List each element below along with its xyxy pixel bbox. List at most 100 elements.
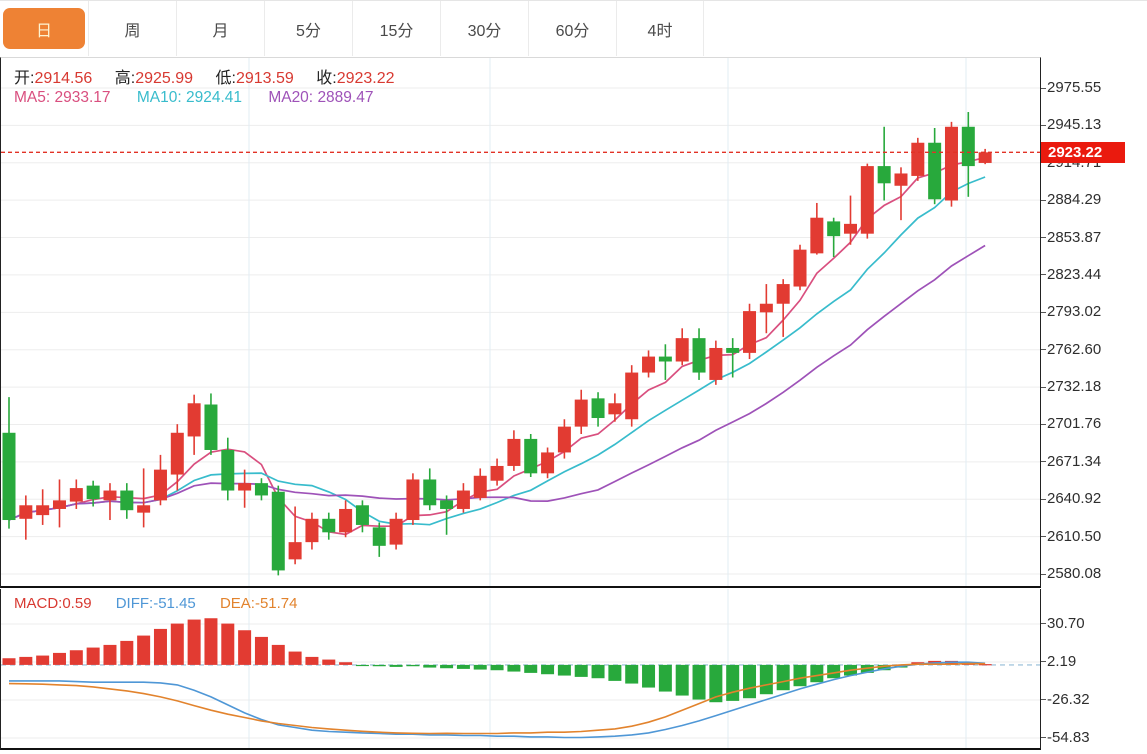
y-axis-label: 2671.34	[1047, 452, 1102, 470]
candle	[507, 430, 521, 471]
open-label: 开:	[14, 70, 35, 87]
candle	[692, 328, 706, 380]
tab-4hour[interactable]: 4时	[616, 1, 704, 56]
interval-tabbar: 日 周 月 5分 15分 30分 60分 4时	[0, 0, 1147, 56]
macd-plot[interactable]	[1, 589, 1040, 748]
tab-15min[interactable]: 15分	[352, 1, 440, 56]
y-axis-label: 2610.50	[1047, 527, 1102, 545]
diff-line	[9, 661, 986, 739]
candlestick-panel[interactable]: 开:2914.56 高:2925.99 低:2913.59 收:2923.22 …	[0, 57, 1041, 588]
tab-60min-label: 60分	[555, 22, 590, 40]
candle	[389, 512, 403, 550]
candle	[238, 469, 252, 508]
macd-bar	[69, 650, 83, 665]
macd-bar	[86, 647, 100, 665]
macd-bar	[120, 640, 134, 665]
candle	[961, 112, 975, 197]
macd-bar	[810, 664, 824, 683]
y-axis-label: 2823.44	[1047, 265, 1102, 283]
candle	[675, 328, 689, 366]
ma20-legend-item: MA20: 2889.47	[268, 89, 374, 106]
candle	[944, 121, 958, 207]
candle	[978, 148, 992, 165]
y-axis-tick	[1041, 623, 1046, 625]
tab-day[interactable]: 日	[0, 1, 88, 56]
candle	[490, 458, 504, 486]
y-axis-tick	[1041, 423, 1046, 425]
macd-bar	[978, 664, 992, 666]
tab-5min[interactable]: 5分	[264, 1, 352, 56]
tab-month[interactable]: 月	[176, 1, 264, 56]
macd-bar	[591, 664, 605, 679]
candle	[709, 340, 723, 385]
tab-4hour-label: 4时	[647, 22, 673, 40]
y-axis-tick	[1041, 737, 1046, 739]
y-axis-tick	[1041, 237, 1046, 239]
y-axis-tick	[1041, 199, 1046, 201]
candle	[524, 434, 538, 478]
y-axis-label: -54.83	[1047, 728, 1090, 746]
macd-bar	[153, 628, 167, 665]
macd-bar	[440, 664, 454, 669]
y-axis-tick	[1041, 87, 1046, 89]
high-label: 高:	[114, 70, 136, 87]
macd-bar	[557, 664, 571, 676]
candle	[339, 500, 353, 538]
y-axis-label: 2793.02	[1047, 303, 1102, 321]
macd-bar	[271, 644, 285, 665]
macd-bar	[793, 664, 807, 687]
tab-60min[interactable]: 60分	[528, 1, 616, 56]
candle	[827, 217, 841, 258]
ohlc-legend: 开:2914.56 高:2925.99 低:2913.59 收:2923.22	[14, 64, 413, 88]
macd-bar	[608, 664, 622, 681]
macd-bar	[642, 664, 656, 688]
y-axis-label: 2.19	[1047, 652, 1077, 670]
dea-line	[8, 662, 986, 735]
candle	[52, 479, 66, 528]
candle	[726, 338, 740, 378]
macd-bar	[658, 664, 672, 692]
candlestick-plot[interactable]	[1, 58, 1040, 586]
ma-line-ma20	[8, 244, 986, 521]
macd-bar	[52, 652, 66, 665]
macd-bar	[776, 664, 790, 691]
macd-bar	[254, 636, 268, 665]
macd-bar	[305, 656, 319, 665]
tab-30min[interactable]: 30分	[440, 1, 528, 56]
ma-legend: MA5: 2933.17 MA10: 2924.41 MA20: 2889.47	[14, 89, 395, 107]
macd-bar	[507, 664, 521, 672]
macd-bar	[743, 664, 757, 699]
candle	[642, 350, 656, 378]
y-axis-tick	[1041, 573, 1046, 575]
macd-bar	[187, 619, 201, 665]
candle	[743, 303, 757, 360]
y-axis-tick	[1041, 311, 1046, 313]
candle	[911, 137, 925, 181]
candle	[473, 468, 487, 501]
candle	[541, 447, 555, 479]
candle	[305, 512, 319, 550]
y-axis-tick	[1041, 386, 1046, 388]
macd-panel[interactable]: MACD:0.59 DIFF:-51.45 DEA:-51.74	[0, 589, 1041, 750]
candle	[19, 495, 33, 540]
candle	[928, 128, 942, 205]
macd-bar	[322, 659, 336, 665]
macd-bar	[473, 664, 487, 670]
macd-legend-item: MACD:0.59	[14, 595, 92, 612]
candle	[894, 167, 908, 221]
candle	[844, 195, 857, 245]
macd-bar	[524, 664, 538, 673]
macd-bar	[339, 662, 353, 665]
y-axis-label: 2853.87	[1047, 228, 1102, 246]
candle	[271, 485, 285, 576]
candle	[423, 468, 437, 511]
macd-bar	[877, 664, 891, 671]
ma-line-ma5	[8, 156, 986, 536]
tab-week[interactable]: 周	[88, 1, 176, 56]
diff-legend-item: DIFF:-51.45	[115, 595, 196, 612]
ma-line-ma10	[8, 176, 986, 526]
candle	[2, 397, 16, 529]
candle	[355, 500, 369, 533]
candle	[440, 495, 454, 535]
